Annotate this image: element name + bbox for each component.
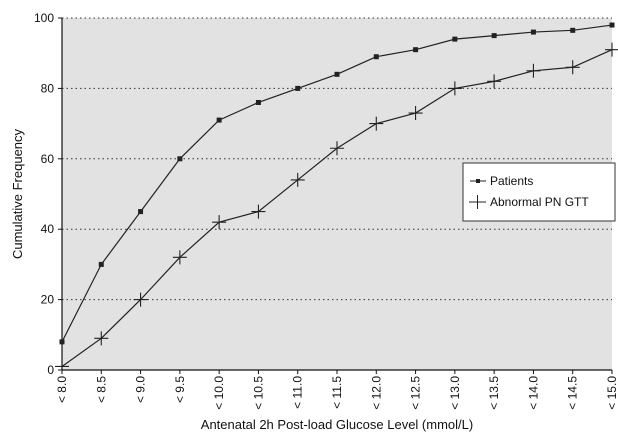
legend: Patients Abnormal PN GTT: [462, 162, 616, 222]
x-axis-title: Antenatal 2h Post-load Glucose Level (mm…: [201, 417, 473, 432]
series-0-point-7: [334, 71, 340, 77]
x-tick-label-8: < 12.0: [369, 376, 383, 410]
series-1-point-3: [172, 250, 187, 265]
series-1-point-2: [133, 292, 148, 307]
series-0-point-9: [413, 47, 419, 53]
x-tick-label-4: < 10.0: [212, 376, 226, 410]
series-1-point-7: [330, 141, 344, 156]
y-tick-label-0: 0: [47, 363, 54, 377]
x-tick-label-1: < 8.5: [94, 376, 108, 403]
series-0-point-14: [609, 22, 615, 28]
series-1-point-14: [605, 42, 618, 57]
series-0-point-6: [295, 85, 301, 91]
series-1-point-6: [290, 172, 305, 187]
legend-label-patients: Patients: [490, 174, 533, 188]
y-tick-label-2: 40: [41, 222, 55, 236]
series-1-point-8: [369, 116, 384, 131]
x-tick-label-6: < 11.0: [291, 376, 305, 409]
x-tick-label-3: < 9.5: [173, 376, 187, 403]
series-layer: [55, 22, 618, 374]
series-1: [55, 42, 618, 374]
y-tick-label-5: 100: [34, 11, 54, 25]
x-tick-label-10: < 13.0: [448, 376, 462, 410]
series-0-point-11: [491, 33, 497, 39]
x-tick-label-7: < 11.5: [330, 376, 344, 409]
x-tick-label-12: < 14.0: [526, 376, 540, 410]
series-0: [59, 22, 615, 345]
series-1-point-10: [447, 81, 462, 96]
gridlines: [62, 17, 612, 301]
series-1-point-0: [55, 359, 69, 374]
x-tick-label-9: < 12.5: [409, 376, 423, 410]
x-tick-label-2: < 9.0: [134, 376, 148, 403]
y-axis-title: Cumulative Frequency: [10, 128, 25, 259]
x-axis-ticks: < 8.0 < 8.5 < 9.0 < 9.5 < 10.0 < 10.5 < 11.0 < …: [55, 370, 618, 410]
series-0-point-1: [98, 261, 104, 267]
y-tick-label-4: 80: [41, 81, 55, 95]
series-0-point-13: [570, 27, 576, 33]
x-tick-label-0: < 8.0: [55, 376, 69, 403]
series-1-point-11: [487, 74, 502, 89]
series-0-point-8: [373, 54, 379, 60]
y-tick-label-1: 20: [41, 293, 55, 307]
x-tick-label-14: < 15.0: [605, 376, 618, 410]
series-1-point-4: [212, 215, 227, 230]
series-1-point-1: [94, 331, 109, 346]
series-1-point-13: [565, 60, 580, 75]
legend-box: [462, 162, 616, 222]
series-0-point-5: [255, 99, 261, 105]
y-axis-ticks: 0 20 40 60 80 100: [34, 11, 62, 377]
legend-marker-patients: [476, 179, 480, 183]
x-tick-label-13: < 14.5: [566, 376, 580, 410]
series-0-point-2: [138, 209, 144, 215]
series-0-point-10: [452, 36, 458, 42]
legend-label-abnormal: Abnormal PN GTT: [490, 195, 589, 209]
series-0-point-3: [177, 156, 183, 162]
series-0-point-4: [216, 117, 222, 123]
series-1-point-12: [526, 63, 541, 78]
series-1-point-5: [251, 204, 266, 219]
series-0-point-12: [530, 29, 536, 35]
x-tick-label-11: < 13.5: [487, 376, 501, 410]
x-tick-label-5: < 10.5: [251, 376, 265, 410]
y-tick-label-3: 60: [41, 152, 55, 166]
series-0-point-0: [59, 339, 65, 345]
series-1-point-9: [408, 106, 423, 121]
